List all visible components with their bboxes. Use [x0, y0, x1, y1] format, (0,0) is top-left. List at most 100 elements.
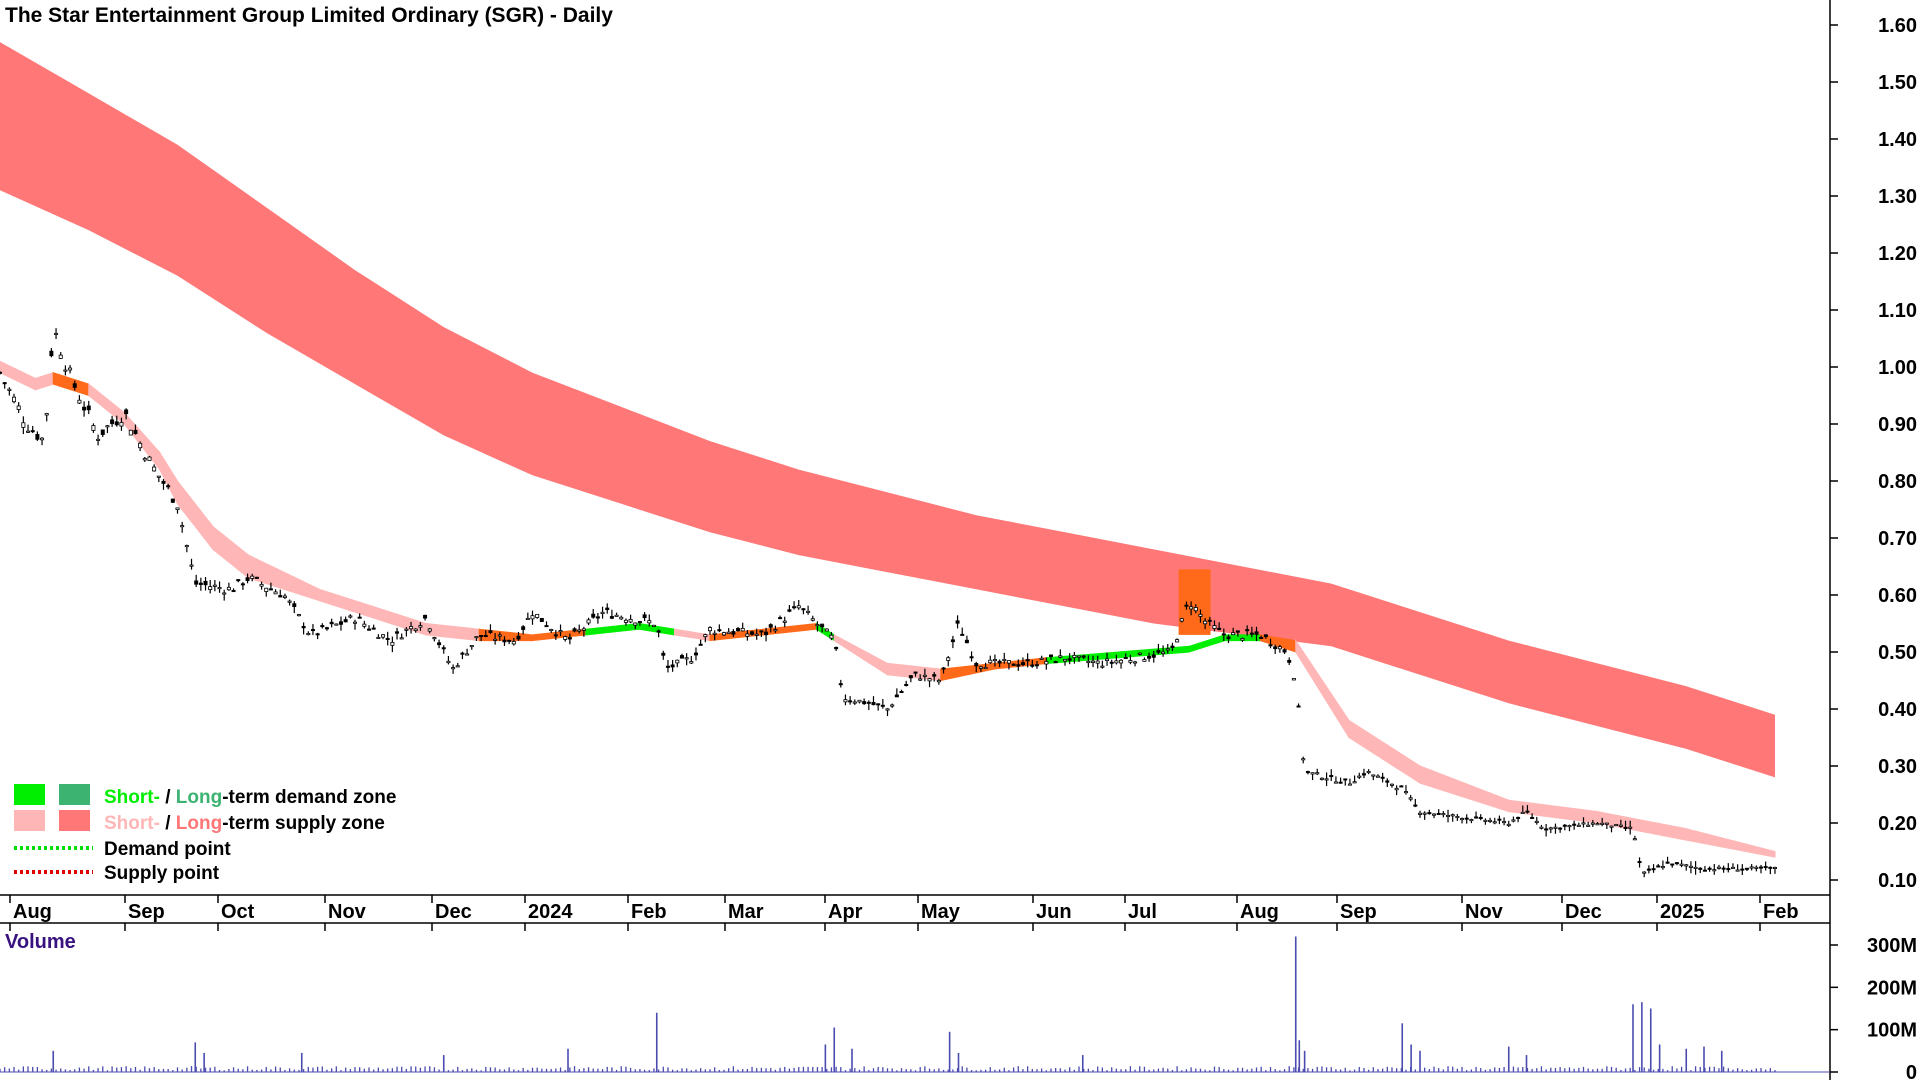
price-bar-body [1235, 630, 1240, 633]
price-bar-body [558, 630, 563, 633]
volume-y-tick-label: 100M [1867, 1020, 1917, 1042]
price-bar-body [1301, 758, 1306, 761]
price-bar-body [1600, 822, 1605, 825]
price-bar-body [315, 633, 320, 636]
price-bar-body [642, 614, 647, 619]
price-bar-body [390, 641, 395, 646]
price-bar-body [1189, 606, 1194, 610]
price-bar-body [1763, 866, 1768, 869]
price-bar-body [1310, 772, 1315, 775]
price-panel [0, 42, 1778, 878]
price-bar-body [899, 691, 904, 694]
price-y-tick-label: 1.30 [1878, 186, 1917, 208]
price-bar-body [278, 595, 283, 598]
price-y-tick-label: 1.10 [1878, 300, 1917, 322]
price-bar-body [628, 619, 633, 623]
x-tick-label: Feb [631, 901, 667, 923]
price-bar-body [1651, 868, 1656, 871]
price-bar-body [1464, 817, 1469, 820]
price-bar-body [35, 434, 40, 440]
price-bar-body [460, 652, 465, 655]
price-bar-body [231, 590, 236, 593]
legend-entry-text: Demand point [104, 839, 231, 860]
price-bar-body [152, 466, 157, 472]
price-bar-body [1375, 775, 1380, 778]
price-bar-body [469, 644, 474, 648]
price-bar-body [1665, 861, 1670, 864]
price-bar-body [880, 704, 885, 707]
price-bar-body [1539, 826, 1544, 829]
price-bar-body [549, 628, 554, 631]
price-bar-body [1095, 660, 1100, 664]
price-bar-body [820, 623, 825, 628]
price-bar-body [236, 579, 241, 582]
legend-swatch-short [14, 810, 45, 831]
price-bar-body [287, 600, 292, 603]
price-bar-body [222, 592, 227, 595]
price-bars [0, 328, 1778, 878]
price-bar-body [488, 630, 493, 633]
price-bar-body [110, 419, 115, 425]
legend-text-part: Demand point [104, 839, 231, 860]
price-bar-body [1044, 660, 1049, 665]
price-bar-body [595, 616, 600, 619]
price-bar-body [693, 652, 698, 656]
price-bar-body [1072, 654, 1077, 658]
price-bar-body [1305, 771, 1310, 774]
price-bar-body [1011, 663, 1016, 666]
price-bar-body [1030, 664, 1035, 667]
price-bar-body [1684, 864, 1689, 867]
price-bar-body [764, 631, 769, 636]
price-bar-body [539, 617, 544, 622]
price-bar-body [1614, 823, 1619, 826]
price-bar-body [918, 678, 923, 681]
price-bar-body [1455, 816, 1460, 819]
price-bar-body [1558, 827, 1563, 830]
price-bar-body [609, 616, 614, 619]
price-bar-body [1287, 659, 1292, 663]
price-bar-body [1506, 823, 1511, 826]
short-term-band [0, 360, 1776, 858]
price-y-axis: 1.60 1.50 1.40 1.30 1.20 1.10 1.00 0.90 0.80 0.70… [1830, 15, 1917, 892]
price-bar-body [86, 405, 91, 411]
price-bar-body [1179, 618, 1184, 622]
price-bar-body [894, 694, 899, 698]
price-y-tick-label: 0.60 [1878, 585, 1917, 607]
price-bar-body [1399, 785, 1404, 788]
price-bar-body [1389, 783, 1394, 786]
price-bar-body [1142, 659, 1147, 662]
price-bar-body [1385, 780, 1390, 783]
price-bar-body [1427, 812, 1432, 815]
price-bar-body [147, 456, 152, 461]
price-bar-body [1726, 868, 1731, 871]
price-bar-body [1324, 778, 1329, 781]
price-bar-body [306, 633, 311, 636]
legend-text-part: -term supply zone [222, 813, 385, 834]
price-bar-body [1077, 655, 1082, 658]
x-tick-label: Apr [828, 901, 863, 923]
legend-swatch-long [59, 810, 90, 831]
price-bar-body [1698, 867, 1703, 870]
price-bar-body [656, 630, 661, 633]
legend-text-part: Long [176, 787, 222, 808]
price-bar-body [1413, 804, 1418, 807]
price-bar-body [1123, 656, 1128, 659]
price-bar-body [801, 608, 806, 611]
price-bar-body [507, 639, 512, 642]
price-bar-body [1422, 812, 1427, 815]
price-bar-body [754, 633, 759, 636]
price-bar-body [54, 332, 59, 335]
price-bar-body [259, 583, 264, 587]
price-bar-body [40, 437, 45, 441]
price-bar-body [1114, 660, 1119, 664]
x-tick-label: Mar [728, 901, 764, 923]
price-bar-body [493, 638, 498, 641]
price-bar-body [273, 591, 278, 595]
price-bar-body [572, 628, 577, 632]
price-bar-body [1240, 637, 1245, 641]
price-bar-body [1716, 866, 1721, 869]
price-bar-body [362, 623, 367, 627]
legend-swatch-long [59, 784, 90, 805]
price-bar-body [138, 442, 143, 449]
price-bar-body [170, 498, 175, 503]
